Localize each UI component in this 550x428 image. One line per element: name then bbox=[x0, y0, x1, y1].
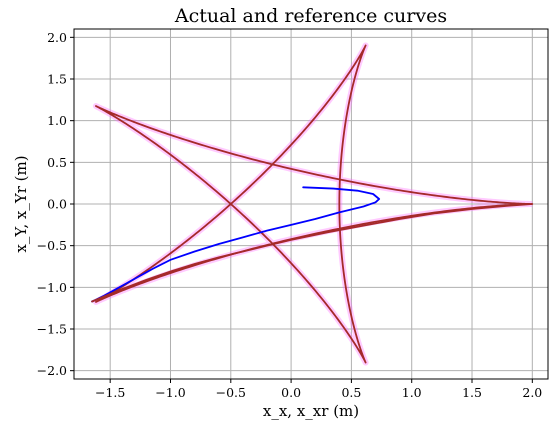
y-tick-label: 2.0 bbox=[47, 30, 67, 45]
x-tick-label: −1.0 bbox=[155, 385, 185, 400]
y-tick-label: 1.0 bbox=[47, 113, 67, 128]
y-tick-label: 1.5 bbox=[47, 72, 67, 87]
y-tick-label: 0.5 bbox=[47, 155, 67, 170]
x-tick-label: 2.0 bbox=[522, 385, 542, 400]
x-tick-label: −1.5 bbox=[95, 385, 125, 400]
x-tick-label: 1.5 bbox=[462, 385, 482, 400]
x-tick-label: 0.0 bbox=[281, 385, 301, 400]
y-tick-label: −2.0 bbox=[37, 363, 67, 378]
x-axis-title: x_x, x_xr (m) bbox=[263, 402, 359, 420]
x-tick-label: 0.5 bbox=[341, 385, 361, 400]
reference-curve bbox=[95, 44, 534, 364]
series-0-line bbox=[91, 186, 381, 303]
curves bbox=[91, 42, 536, 366]
x-tick-label: 1.0 bbox=[402, 385, 422, 400]
x-tick-label: −0.5 bbox=[216, 385, 246, 400]
chart-title: Actual and reference curves bbox=[174, 5, 447, 27]
grid bbox=[74, 29, 548, 379]
y-tick-label: −1.0 bbox=[37, 280, 67, 295]
y-tick-label: 0.0 bbox=[47, 197, 67, 212]
y-axis-title: x_Y, x_Yr (m) bbox=[12, 155, 30, 252]
series-1-line bbox=[91, 203, 534, 303]
y-tick-label: −0.5 bbox=[37, 238, 67, 253]
y-axis-ticks: −2.0 −1.5 −1.0 −0.5 0.0 0.5 1.0 1.5 2.0 bbox=[37, 30, 74, 378]
y-tick-label: −1.5 bbox=[37, 322, 67, 337]
x-axis-ticks: −1.5 −1.0 −0.5 0.0 0.5 1.0 1.5 2.0 bbox=[95, 379, 542, 400]
